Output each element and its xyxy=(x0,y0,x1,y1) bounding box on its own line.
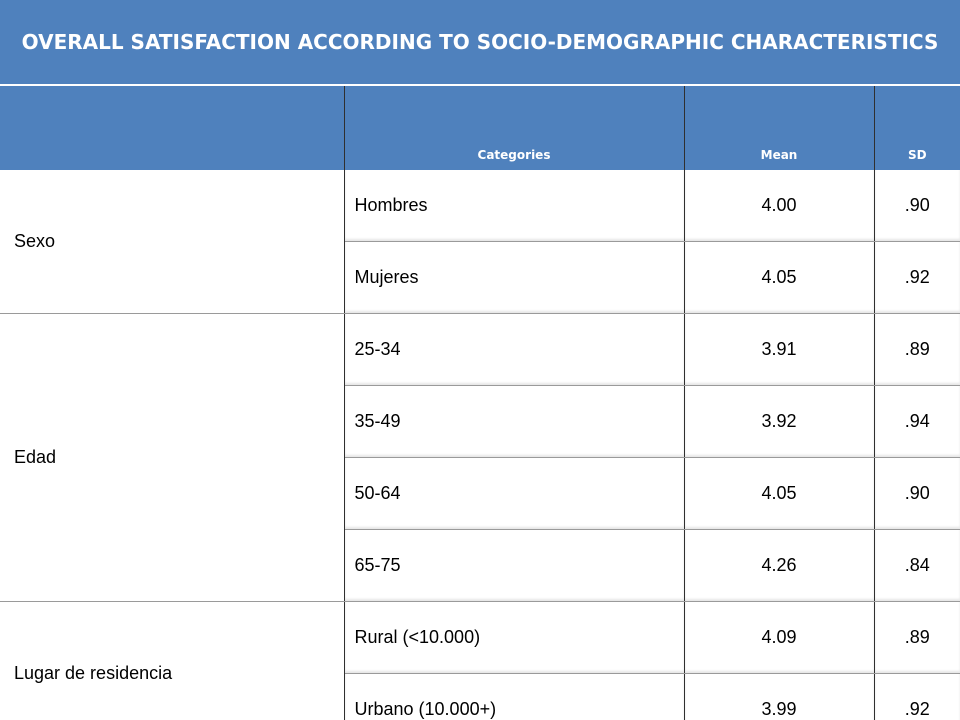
sd-cell: .89 xyxy=(874,601,960,674)
sd-cell: .84 xyxy=(874,529,960,602)
category-cell: 50-64 xyxy=(344,457,685,530)
column-header-categories: Categories xyxy=(343,85,685,170)
sd-cell: .90 xyxy=(874,170,960,242)
sd-cell: .90 xyxy=(874,457,960,530)
category-cell: Urbano (10.000+) xyxy=(344,673,685,720)
category-cell: 65-75 xyxy=(344,529,685,602)
category-cell: Mujeres xyxy=(344,241,685,314)
table-row: 65-75 4.26.84 xyxy=(0,529,960,602)
table-row: Sexo Hombres 4.00.90 xyxy=(0,170,960,314)
category-cell: 25-34 xyxy=(344,313,685,386)
table-row: Lugar de residencia Rural (<10.000) 4.09.8… xyxy=(0,601,960,720)
table-row: Mujeres 4.05.92 xyxy=(0,241,960,314)
category-cell: 35-49 xyxy=(344,385,685,458)
column-header-sd: SD xyxy=(873,85,960,170)
table-row: Urbano (10.000+) 3.99.92 xyxy=(0,673,960,720)
mean-cell: 4.05 xyxy=(684,457,875,530)
mean-cell: 4.05 xyxy=(684,241,875,314)
mean-cell: 3.99 xyxy=(684,673,875,720)
group-label: Sexo xyxy=(0,170,345,314)
table-row: Edad 25-34 3.91.89 xyxy=(0,313,960,602)
column-header-mean: Mean xyxy=(683,85,875,170)
header-row: Categories Mean SD xyxy=(0,85,960,170)
mean-cell: 4.09 xyxy=(684,601,875,674)
group-label: Edad xyxy=(0,313,345,602)
category-cell: Rural (<10.000) xyxy=(344,601,685,674)
column-header-group xyxy=(0,85,345,170)
table-title: OVERALL SATISFACTION ACCORDING TO SOCIO-… xyxy=(0,0,960,86)
sd-cell: .92 xyxy=(874,241,960,314)
mean-cell: 4.00 xyxy=(684,170,875,242)
mean-cell: 3.91 xyxy=(684,313,875,386)
sd-cell: .89 xyxy=(874,313,960,386)
group-label: Lugar de residencia xyxy=(0,601,345,720)
table-body: Sexo Hombres 4.00.90 Mujeres 4.05.92 Edad 25-3… xyxy=(0,170,960,720)
mean-cell: 4.26 xyxy=(684,529,875,602)
category-cell: Hombres xyxy=(344,170,685,242)
table-row: 50-64 4.05.90 xyxy=(0,457,960,530)
sd-cell: .94 xyxy=(874,385,960,458)
mean-cell: 3.92 xyxy=(684,385,875,458)
table-row: 35-49 3.92.94 xyxy=(0,385,960,458)
sd-cell: .92 xyxy=(874,673,960,720)
title-row: OVERALL SATISFACTION ACCORDING TO SOCIO-… xyxy=(0,0,960,86)
